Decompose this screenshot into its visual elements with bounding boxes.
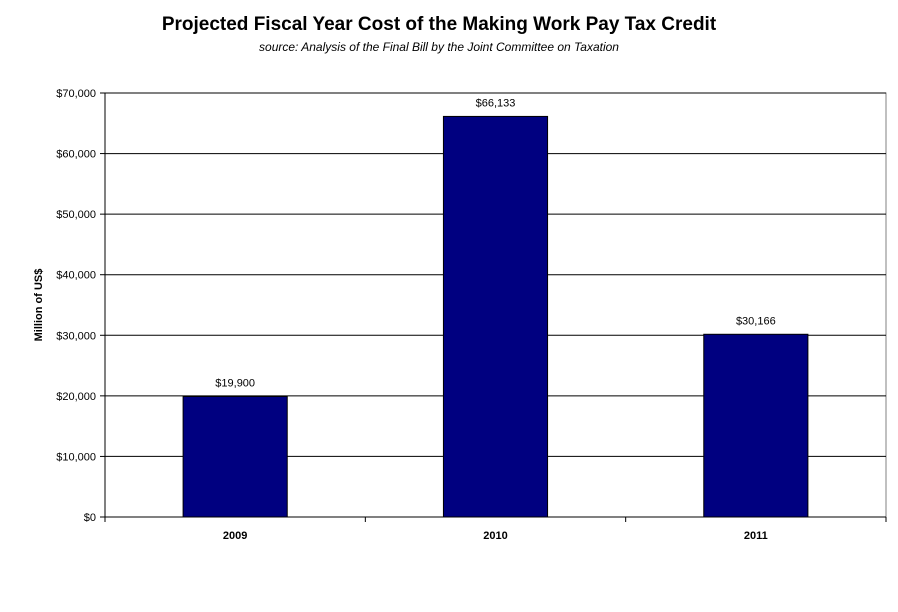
y-tick-label: $60,000 [56,149,96,161]
y-tick-label: $50,000 [56,209,96,221]
x-tick-label: 2011 [744,530,768,542]
bars [182,115,809,518]
data-label: $66,133 [476,97,516,109]
y-tick-label: $40,000 [56,270,96,282]
chart-title: Projected Fiscal Year Cost of the Making… [161,14,717,35]
y-tick-label: $70,000 [56,88,96,100]
axes [100,92,887,522]
y-axis-label: Million of US$ [33,269,45,342]
y-tick-label: $30,000 [56,330,96,342]
data-label: $30,166 [736,315,776,327]
y-tick-label: $10,000 [56,451,96,463]
labels: $0 $10,000 $20,000 $30,000 $40,000 $50,000 $60… [56,88,775,542]
bar-2010 [442,115,549,518]
y-tick-label: $20,000 [56,391,96,403]
x-tick-label: 2010 [483,530,507,542]
bar-2009 [182,395,288,518]
x-tick-label: 2009 [223,530,247,542]
chart-subtitle: source: Analysis of the Final Bill by th… [259,40,619,54]
y-tick-label: $0 [84,512,96,524]
data-label: $19,900 [215,377,255,389]
bar-2011 [703,333,809,518]
